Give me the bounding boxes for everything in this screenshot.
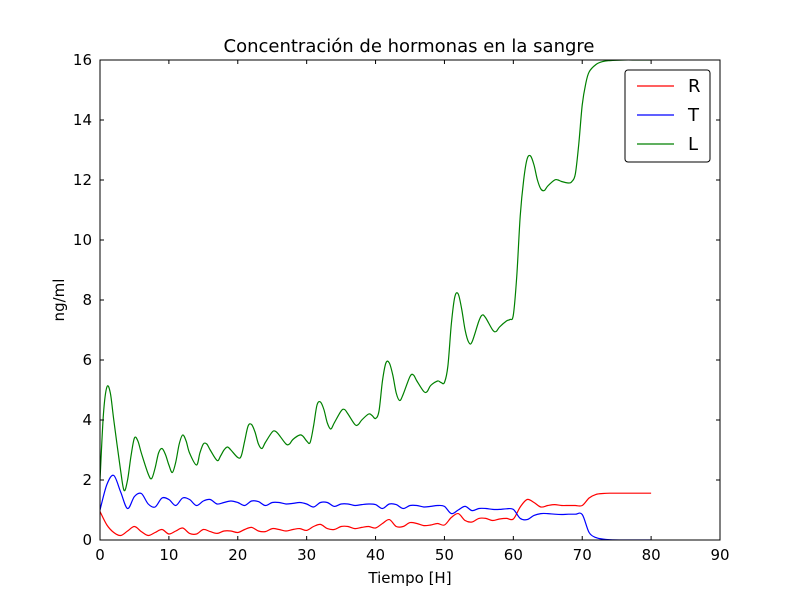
y-tick-label: 4 bbox=[82, 411, 92, 429]
x-tick-label: 60 bbox=[504, 546, 523, 564]
x-axis-label: Tiempo [H] bbox=[367, 569, 451, 587]
legend-label-t: T bbox=[687, 105, 700, 126]
legend-label-l: L bbox=[688, 134, 698, 155]
series-line-l bbox=[100, 60, 652, 492]
x-tick-label: 80 bbox=[642, 546, 661, 564]
y-axis-ticks: 0 2 4 6 8 10 12 14 16 bbox=[73, 51, 720, 549]
y-tick-label: 0 bbox=[82, 531, 92, 549]
x-tick-label: 30 bbox=[297, 546, 316, 564]
legend-label-r: R bbox=[688, 76, 701, 97]
y-tick-label: 16 bbox=[73, 51, 92, 69]
x-axis-ticks: 0 10 20 30 40 50 60 70 80 90 bbox=[95, 60, 730, 564]
x-tick-label: 10 bbox=[159, 546, 178, 564]
y-tick-label: 2 bbox=[82, 471, 92, 489]
y-tick-label: 10 bbox=[73, 231, 92, 249]
series-layer bbox=[100, 60, 652, 540]
y-axis-label: ng/ml bbox=[50, 279, 68, 322]
series-line-r bbox=[100, 492, 652, 537]
x-tick-label: 40 bbox=[366, 546, 385, 564]
y-tick-label: 6 bbox=[82, 351, 92, 369]
x-tick-label: 90 bbox=[710, 546, 729, 564]
x-tick-label: 0 bbox=[95, 546, 105, 564]
y-tick-label: 12 bbox=[73, 171, 92, 189]
x-tick-label: 20 bbox=[228, 546, 247, 564]
x-tick-label: 50 bbox=[435, 546, 454, 564]
y-tick-label: 14 bbox=[73, 111, 92, 129]
chart-title: Concentración de hormonas en la sangre bbox=[224, 36, 595, 57]
y-tick-label: 8 bbox=[82, 291, 92, 309]
series-line-t bbox=[100, 474, 652, 540]
x-tick-label: 70 bbox=[573, 546, 592, 564]
legend: RTL bbox=[624, 69, 711, 163]
legend-frame bbox=[624, 69, 711, 163]
